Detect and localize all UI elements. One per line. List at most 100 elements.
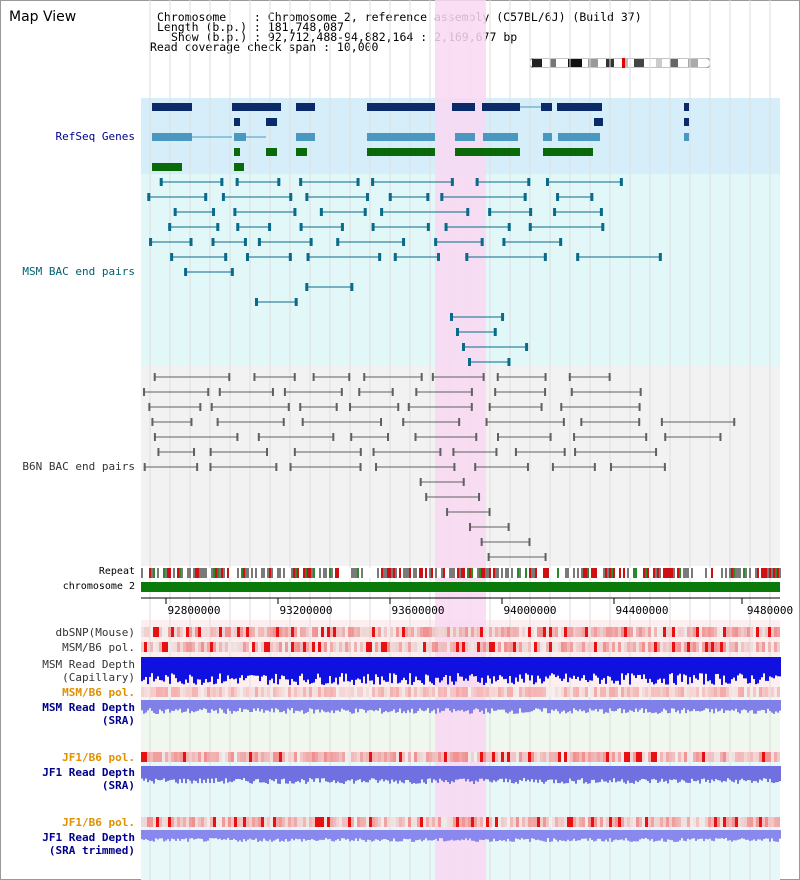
jf1-depth-bar	[265, 766, 267, 784]
jf1-depth-trim-bar	[503, 830, 505, 841]
msm-depth-cap-bar	[325, 657, 327, 684]
msm-depth-sra-bar	[351, 700, 353, 714]
jf1-b6-pol-trim-cell	[237, 817, 240, 827]
jf1-read-depth-label[interactable]: JF1 Read Depth	[42, 766, 135, 779]
jf1-depth-bar	[691, 766, 693, 779]
repeat-segment	[723, 568, 725, 578]
jf1-b6-pol-trim-cell	[582, 817, 585, 827]
jf1-depth-trim-bar	[453, 830, 455, 841]
msm-depth-cap-bar	[167, 657, 169, 677]
msm-depth-sra-bar	[643, 700, 645, 713]
dbsnp-cell	[669, 627, 672, 637]
b6n-bac-end	[380, 418, 383, 426]
msm-bac-end	[462, 343, 465, 351]
jf1-b6-pol-cell	[390, 752, 393, 762]
msm-read-depth-sra-label[interactable]: MSM Read Depth	[42, 701, 135, 714]
jf1-depth-bar	[355, 766, 357, 781]
repeat-segment	[585, 568, 587, 578]
msm-b6-pol-sra-cell	[627, 687, 630, 697]
jf1-b6-pol-cell	[234, 752, 237, 762]
repeat-segment	[457, 568, 459, 578]
dbsnp-cell	[681, 627, 684, 637]
jf1-depth-trim-bar	[361, 830, 363, 840]
dbsnp-cell	[201, 627, 204, 637]
jf1-b6-pol-cell	[210, 752, 213, 762]
msm-bac-end	[336, 238, 340, 246]
jf1-b6-pol-label[interactable]: JF1/B6 pol.	[62, 751, 135, 764]
dbsnp-cell	[420, 627, 423, 637]
dbsnp-cell	[195, 627, 198, 637]
jf1-depth-bar	[457, 766, 459, 780]
jf1-b6-pol-trim-cell	[153, 817, 156, 827]
repeat-segment	[677, 568, 679, 578]
msm-depth-sra-bar	[183, 700, 185, 713]
jf1-b6-pol-trim-cell	[735, 817, 738, 827]
msm-b6-pol-cell	[318, 642, 321, 652]
msm-b6-pol-label[interactable]: MSM/B6 pol.	[62, 641, 135, 654]
msm-depth-cap-bar	[397, 657, 399, 684]
jf1-b6-pol-trim-cell	[423, 817, 426, 827]
dbsnp-label[interactable]: dbSNP(Mouse)	[55, 626, 135, 639]
jf1-depth-trim-bar	[461, 830, 463, 840]
repeat-segment	[199, 568, 201, 578]
msm-b6-pol-sra-cell	[729, 687, 732, 697]
dbsnp-cell	[549, 627, 552, 637]
msm-depth-sra-bar	[679, 700, 681, 714]
msm-b6-pol-sra-cell	[642, 687, 645, 697]
jf1-b6-pol-trim-cell	[309, 817, 312, 827]
jf1-depth-trim-bar	[477, 830, 479, 842]
msm-depth-cap-bar	[699, 657, 701, 674]
jf1-depth-trim-bar	[337, 830, 339, 840]
msm-depth-cap-bar	[743, 657, 745, 679]
msm-b6-pol-sra-cell	[405, 687, 408, 697]
msm-bac-end	[356, 178, 360, 186]
msm-read-depth-cap-label[interactable]: MSM Read Depth	[42, 658, 135, 671]
repeat-segment	[771, 568, 773, 578]
msm-b6-pol-sra-cell	[750, 687, 753, 697]
repeat-segment	[153, 568, 155, 578]
msm-depth-sra-bar	[189, 700, 191, 714]
msm-depth-cap-bar	[263, 657, 265, 676]
msm-depth-cap-bar	[503, 657, 505, 680]
msm-depth-cap-bar	[217, 657, 219, 679]
msm-depth-cap-bar	[687, 657, 689, 685]
msm-b6-pol-sra-cell	[594, 687, 597, 697]
jf1-depth-bar	[451, 766, 453, 782]
jf1-b6-pol-cell	[339, 752, 342, 762]
repeat-segment	[443, 568, 445, 578]
repeat-segment	[535, 568, 537, 578]
msm-b6-pol-cell	[612, 642, 615, 652]
msm-b6-pol-sra-cell	[303, 687, 306, 697]
jf1-b6-pol-trim-cell	[573, 817, 576, 827]
msm-b6-pol-sra-cell	[177, 687, 180, 697]
dbsnp-cell	[387, 627, 390, 637]
jf1-depth-trim-bar	[773, 830, 775, 842]
msm-b6-pol-cell	[681, 642, 684, 652]
jf1-read-depth-sub: (SRA)	[101, 779, 135, 792]
jf1-depth-bar	[417, 766, 419, 784]
repeat-segment	[275, 568, 277, 578]
repeat-segment	[471, 568, 473, 578]
msm-b6-pol-cell	[273, 642, 276, 652]
msm-b6-pol-sra-cell	[453, 687, 456, 697]
jf1-depth-trim-bar	[699, 830, 701, 839]
jf1-b6-pol-cell	[621, 752, 624, 762]
jf1-b6-pol-trim-label[interactable]: JF1/B6 pol.	[62, 816, 135, 829]
repeat-segment	[221, 568, 223, 578]
jf1-depth-bar	[539, 766, 541, 780]
jf1-depth-trim-bar	[651, 830, 653, 839]
refseq-genes-label[interactable]: RefSeq Genes	[55, 130, 135, 143]
b6n-bac-label[interactable]: B6N BAC end pairs	[22, 460, 135, 473]
msm-b6-pol-sra-cell	[381, 687, 384, 697]
msm-bac-end	[268, 223, 272, 231]
jf1-depth-bar	[707, 766, 709, 780]
repeat-segment	[683, 568, 685, 578]
msm-bac-end	[434, 238, 438, 246]
msm-depth-sra-bar	[191, 700, 193, 712]
jf1-depth-trim-bar	[277, 830, 279, 839]
msm-b6-pol-sra-label[interactable]: MSM/B6 pol.	[62, 686, 135, 699]
repeat-segment	[579, 568, 581, 578]
jf1-read-depth-trim-label[interactable]: JF1 Read Depth	[42, 831, 135, 844]
msm-bac-label[interactable]: MSM BAC end pairs	[22, 265, 135, 278]
